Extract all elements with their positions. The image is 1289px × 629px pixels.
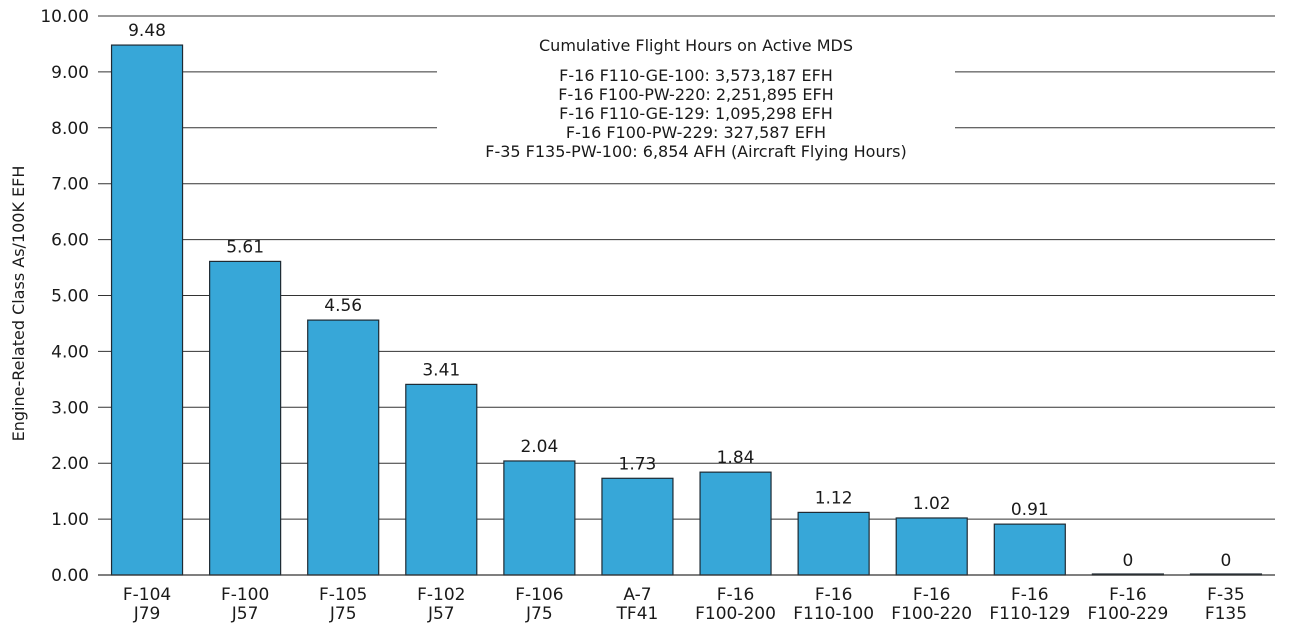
bar <box>699 471 772 576</box>
annotation-box: Cumulative Flight Hours on Active MDS F-… <box>437 32 955 182</box>
value-label: 3.41 <box>422 360 460 380</box>
x-tick-label: F-16 <box>815 585 853 605</box>
x-tick-label: J75 <box>525 604 553 624</box>
value-label: 1.73 <box>619 454 657 474</box>
value-label: 9.48 <box>128 21 166 41</box>
bar <box>895 517 968 576</box>
y-tick-label: 9.00 <box>51 63 89 83</box>
y-axis-label: Engine-Related Class As/100K EFH <box>9 166 28 442</box>
x-tick-label: F-16 <box>1109 585 1147 605</box>
x-tick-label: F-104 <box>123 585 171 605</box>
annotation-line: F-16 F100-PW-229: 327,587 EFH <box>565 123 827 142</box>
y-tick-label: 2.00 <box>51 454 89 474</box>
value-label: 0.91 <box>1011 500 1049 520</box>
value-label: 5.61 <box>226 237 264 257</box>
bar <box>307 319 380 576</box>
x-tick-label: F100-200 <box>695 604 776 624</box>
value-label: 1.02 <box>913 494 951 514</box>
x-tick-label: F-16 <box>1011 585 1049 605</box>
bar <box>110 44 184 576</box>
x-tick-label: J79 <box>133 604 161 624</box>
x-tick-label: F100-229 <box>1087 604 1168 624</box>
x-tick-label: F110-129 <box>989 604 1070 624</box>
annotation-title: Cumulative Flight Hours on Active MDS <box>539 36 853 55</box>
y-tick-label: 5.00 <box>51 287 89 307</box>
x-tick-label: J57 <box>427 604 455 624</box>
y-tick-label: 8.00 <box>51 119 89 139</box>
y-tick-label: 7.00 <box>51 175 89 195</box>
bar <box>601 477 674 576</box>
y-tick-label: 4.00 <box>51 342 89 362</box>
annotation-line: F-35 F135-PW-100: 6,854 AFH (Aircraft Fl… <box>485 142 907 161</box>
x-tick-label: TF41 <box>616 604 659 624</box>
y-tick-label: 0.00 <box>51 566 89 586</box>
x-tick-label: F-106 <box>515 585 563 605</box>
x-tick-label: F110-100 <box>793 604 874 624</box>
bar <box>405 383 478 576</box>
x-tick-label: J57 <box>231 604 259 624</box>
annotation-line: F-16 F110-GE-100: 3,573,187 EFH <box>559 66 833 85</box>
bar <box>209 260 282 576</box>
value-label: 1.12 <box>815 488 853 508</box>
y-tick-label: 10.00 <box>40 7 89 27</box>
x-tick-label: F-100 <box>221 585 269 605</box>
y-axis-ticks: 0.00 1.00 2.00 3.00 4.00 5.00 6.00 7.00 8.00 9.00… <box>40 7 89 586</box>
bar <box>503 460 576 576</box>
x-tick-label: A-7 <box>623 585 651 605</box>
value-label: 4.56 <box>324 296 362 316</box>
x-tick-label: F-16 <box>717 585 755 605</box>
x-axis-labels: F-104J79F-100J57F-105J75F-102J57F-106J75… <box>123 585 1247 624</box>
value-labels: 9.48 5.61 4.56 3.41 2.04 1.73 1.84 1.12 1.02 0.91… <box>128 21 1231 571</box>
annotation-line: F-16 F100-PW-220: 2,251,895 EFH <box>558 85 834 104</box>
annotation-line: F-16 F110-GE-129: 1,095,298 EFH <box>559 104 833 123</box>
y-tick-label: 1.00 <box>51 510 89 530</box>
value-label: 1.84 <box>717 448 755 468</box>
x-tick-label: F-102 <box>417 585 465 605</box>
value-label: 0 <box>1122 551 1133 571</box>
x-tick-label: J75 <box>329 604 357 624</box>
y-tick-label: 6.00 <box>51 231 89 251</box>
x-tick-label: F-105 <box>319 585 367 605</box>
value-label: 2.04 <box>520 437 558 457</box>
x-tick-label: F-35 <box>1207 585 1245 605</box>
value-label: 0 <box>1221 551 1232 571</box>
x-tick-label: F100-220 <box>891 604 972 624</box>
bar <box>797 511 870 576</box>
y-tick-label: 3.00 <box>51 398 89 418</box>
bar <box>993 523 1066 576</box>
x-tick-label: F135 <box>1205 604 1247 624</box>
x-tick-label: F-16 <box>913 585 951 605</box>
